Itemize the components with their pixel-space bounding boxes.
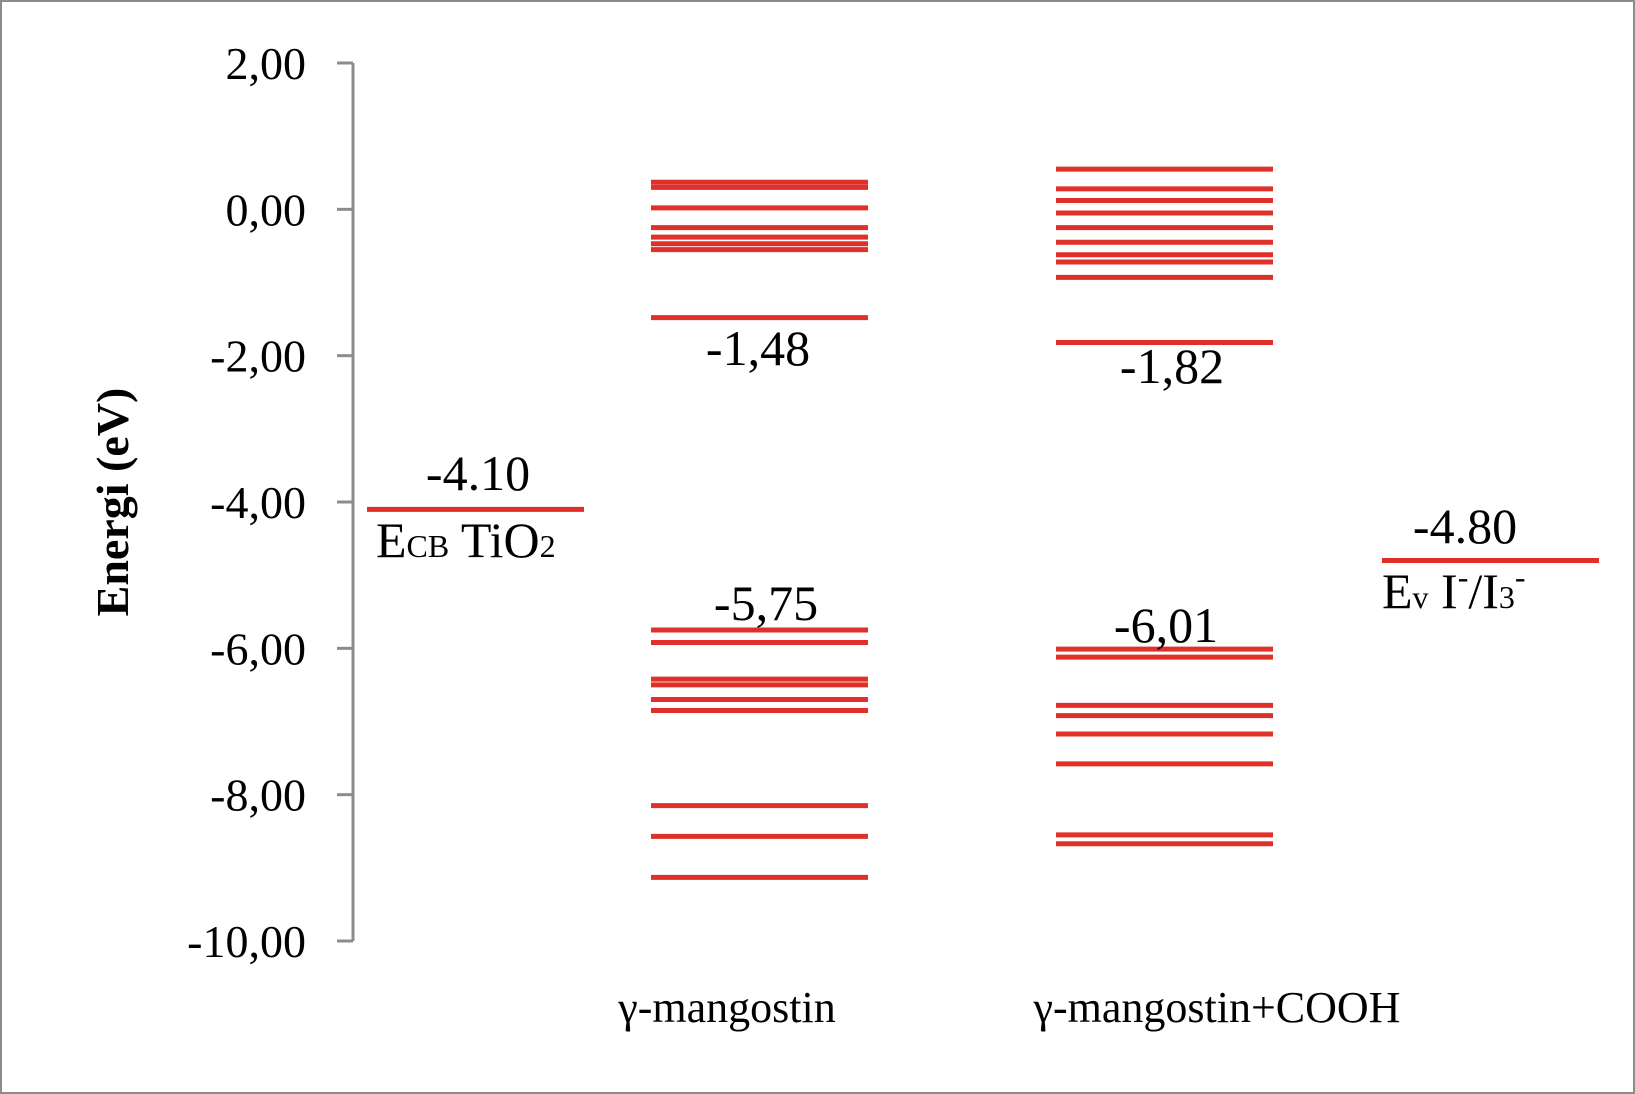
- gmc-homo-label: -6,01: [1114, 597, 1218, 653]
- y-tick-label: -8,00: [210, 770, 306, 821]
- tio2-label-rest: TiO: [449, 512, 539, 568]
- tio2-level-name: ECB TiO2: [376, 512, 556, 568]
- redox-label-main: E: [1382, 563, 1413, 619]
- y-tick-label: -2,00: [210, 331, 306, 382]
- redox-label-rest2: /I: [1468, 563, 1499, 619]
- y-axis-ticks: 2,00 0,00 -2,00 -4,00 -6,00 -8,00 -10,00: [187, 38, 353, 967]
- tio2-label-sub2: 2: [540, 528, 556, 564]
- y-tick-label: -6,00: [210, 623, 306, 674]
- redox-label-rest: I: [1429, 563, 1458, 619]
- redox-label-sup: -: [1458, 559, 1469, 595]
- redox-level-name: Ev I-/I3-: [1382, 559, 1526, 619]
- y-tick-label: -4,00: [210, 477, 306, 528]
- gm-lumo-label: -1,48: [706, 320, 810, 376]
- energy-levels: [367, 166, 1599, 880]
- y-axis-title: Energi (eV): [87, 388, 138, 617]
- y-tick-label: -10,00: [187, 916, 306, 967]
- redox-label-sub: v: [1413, 579, 1429, 615]
- tio2-value-label: -4.10: [426, 445, 530, 501]
- redox-label-sub2: 3: [1499, 579, 1515, 615]
- tio2-label-main: E: [376, 512, 407, 568]
- category-label-gm: γ-mangostin: [617, 983, 835, 1032]
- y-tick-label: 2,00: [226, 38, 307, 89]
- y-tick-label: 0,00: [226, 184, 307, 235]
- category-label-gmc: γ-mangostin+COOH: [1033, 983, 1401, 1032]
- redox-value-label: -4.80: [1413, 498, 1517, 554]
- redox-label-sup2: -: [1515, 559, 1526, 595]
- gm-homo-label: -5,75: [714, 575, 818, 631]
- gmc-lumo-label: -1,82: [1120, 338, 1224, 394]
- tio2-label-sub: CB: [407, 528, 450, 564]
